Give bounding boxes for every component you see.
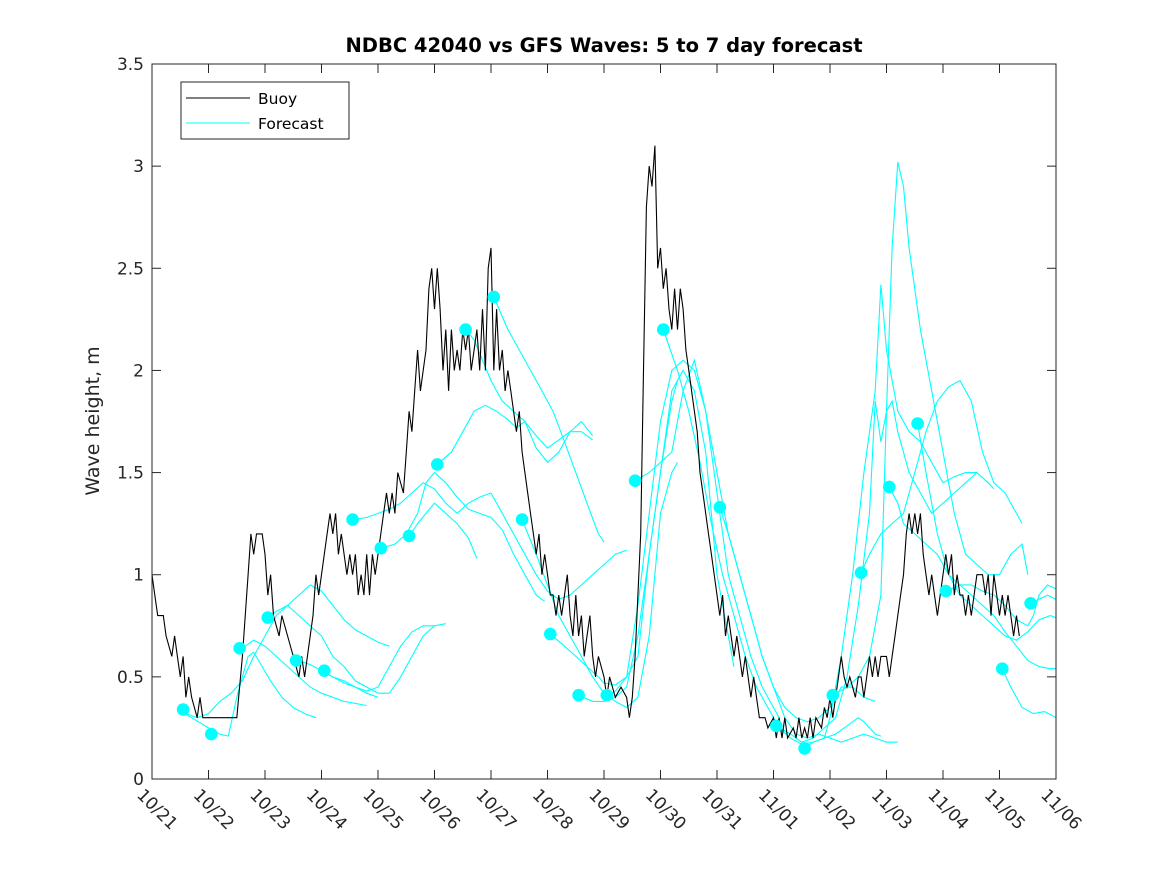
forecast-line-10 [436,404,594,465]
forecast-marker-27 [996,662,1009,675]
forecast-line-1 [185,604,435,719]
forecast-marker-12 [487,290,501,304]
forecast-marker-3 [233,642,246,655]
forecast-marker-5 [289,654,303,667]
forecast-marker-24 [883,480,896,494]
forecast-line-8 [380,471,546,602]
forecast-marker-21 [798,742,811,755]
plot-area: 00.511.522.533.5 10/21 10/22 10/23 10/24 10/… [117,55,1085,834]
y-tick-label: 0.5 [117,668,144,688]
forecast-marker-23 [854,566,868,579]
forecast-line-22 [832,161,1029,696]
forecast-marker-25 [911,417,924,430]
forecast-line-12 [493,296,605,543]
forecast-marker-4 [261,611,275,624]
forecast-marker-9 [402,529,416,543]
forecast-marker-28 [1024,597,1037,610]
forecast-marker-2 [205,727,218,741]
forecast-line-23 [860,379,1023,573]
forecast-line-25 [917,423,1057,641]
buoy-line [151,145,1020,740]
y-tick-label: 2 [133,361,144,381]
forecast-marker-11 [459,323,472,336]
y-axis-label: Wave height, m [82,346,104,495]
forecast-line-7 [352,482,627,600]
forecast-line-6 [321,623,446,692]
forecast-line-9 [408,502,478,559]
y-tick-label: 1.5 [117,464,144,484]
buoy-line-group [151,145,1020,740]
forecast-marker-14 [544,627,557,641]
forecast-marker-20 [770,719,783,733]
legend-label-buoy: Buoy [258,90,297,108]
forecast-marker-22 [826,688,840,702]
forecast-line-11 [465,329,594,464]
forecast-marker-13 [515,513,529,526]
forecast-marker-6 [318,664,331,677]
forecast-line-3 [242,639,367,707]
forecast-line-5 [298,659,379,698]
forecast-marker-19 [713,501,727,514]
y-tick-label: 1 [133,566,144,586]
legend: Buoy Forecast [180,81,350,140]
forecast-marker-18 [657,323,670,336]
chart-title: NDBC 42040 vs GFS Waves: 5 to 7 day fore… [345,34,862,57]
forecast-marker-8 [374,541,388,555]
forecast-marker-1 [176,703,190,716]
y-tick-label: 2.5 [117,259,144,279]
forecast-line-27 [1001,668,1057,719]
forecast-marker-26 [939,584,953,598]
y-axis-ticks: 0 0.5 1 1.5 2 2.5 3 3.5 [117,55,1056,790]
forecast-marker-7 [346,513,359,526]
y-tick-label: 3 [133,157,144,177]
forecast-line-4 [264,584,390,647]
forecast-markers [176,290,1037,755]
forecast-line-20 [776,399,978,743]
forecast-line-16 [606,359,780,718]
y-tick-label: 3.5 [117,55,144,75]
legend-label-forecast: Forecast [258,115,324,133]
forecast-marker-10 [431,458,444,471]
forecast-marker-17 [628,474,642,488]
y-tick-label: 0 [133,770,144,790]
forecast-marker-15 [572,688,585,702]
forecast-marker-16 [600,688,614,702]
legend-box [180,81,350,140]
